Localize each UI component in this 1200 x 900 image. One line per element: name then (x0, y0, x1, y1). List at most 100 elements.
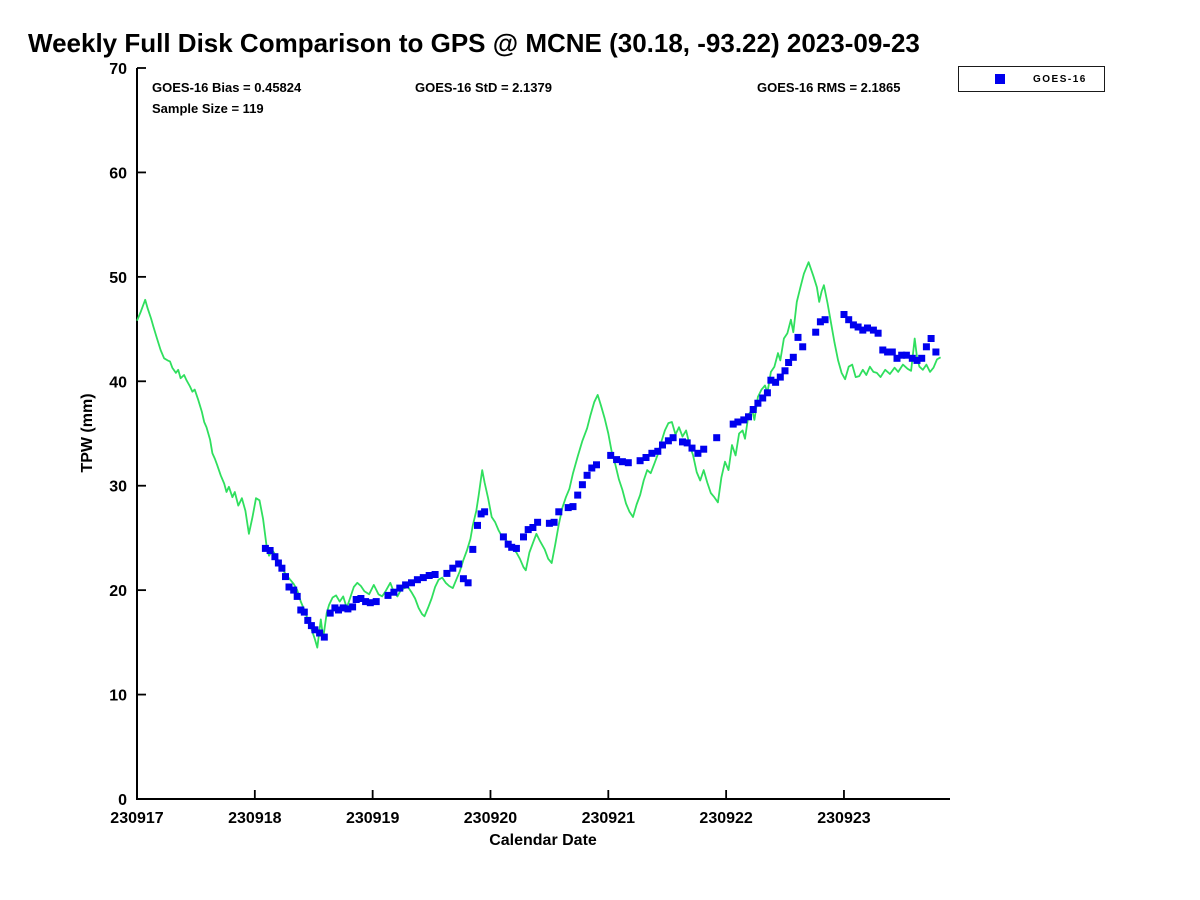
y-tick-label: 20 (109, 583, 127, 600)
goes16-data-point (352, 596, 360, 603)
goes16-data-point (349, 603, 357, 611)
goes16-data-point (413, 576, 421, 584)
goes16-data-point (425, 572, 433, 579)
goes16-data-point (636, 457, 644, 465)
goes16-data-point (419, 574, 427, 582)
goes16-data-point (659, 441, 666, 449)
goes16-data-point (776, 373, 784, 381)
goes16-data-point (344, 605, 352, 613)
goes16-data-point (648, 449, 656, 457)
goes16-data-point (316, 629, 324, 637)
goes16-data-point (464, 579, 472, 587)
x-tick-label: 230919 (346, 810, 399, 827)
goes16-data-point (688, 444, 696, 452)
goes16-data-point (700, 445, 708, 453)
goes16-data-point (740, 416, 748, 424)
goes16-data-point (613, 456, 621, 464)
goes16-data-point (520, 533, 527, 541)
goes16-data-point (654, 447, 662, 455)
chart-title: Weekly Full Disk Comparison to GPS @ MCN… (28, 28, 920, 58)
y-tick-label: 30 (109, 479, 127, 496)
goes16-data-point (879, 346, 887, 354)
goes16-data-point (474, 521, 481, 529)
x-tick-label: 230920 (464, 810, 517, 827)
goes16-data-point (794, 333, 802, 341)
goes16-data-point (449, 564, 457, 572)
goes16-data-point (789, 353, 797, 361)
goes16-data-point (408, 579, 415, 587)
goes16-data-point (481, 508, 489, 516)
goes16-points (261, 311, 940, 641)
goes16-data-point (396, 584, 404, 592)
goes16-data-point (293, 592, 301, 600)
goes16-data-point (402, 581, 410, 589)
goes16-data-point (679, 438, 686, 446)
goes16-data-point (534, 518, 542, 526)
goes16-data-point (754, 399, 762, 407)
goes16-data-point (499, 533, 507, 541)
goes16-data-point (781, 367, 789, 375)
goes16-data-point (550, 518, 558, 526)
goes16-data-point (261, 544, 269, 552)
goes16-data-point (799, 343, 807, 351)
goes16-data-point (529, 524, 537, 531)
goes16-data-point (304, 616, 312, 624)
goes16-data-point (816, 318, 824, 326)
goes16-data-point (898, 351, 906, 359)
y-axis-label: TPW (mm) (79, 393, 96, 473)
goes16-data-point (362, 598, 370, 606)
goes16-data-point (320, 633, 328, 641)
goes16-data-point (469, 545, 477, 553)
goes16-data-point (845, 316, 853, 324)
goes16-data-point (729, 420, 737, 428)
goes16-data-point (455, 560, 463, 568)
x-tick-label: 230922 (699, 810, 752, 827)
goes16-data-point (443, 569, 451, 577)
y-tick-label: 40 (109, 374, 127, 391)
goes16-data-point (274, 559, 282, 567)
goes16-data-point (893, 354, 901, 362)
y-tick-label: 60 (109, 165, 127, 182)
goes16-data-point (390, 588, 398, 596)
goes16-data-point (734, 418, 742, 426)
goes16-data-point (512, 544, 520, 552)
stat-sample-size-text: Sample Size = 119 (152, 101, 264, 116)
goes16-data-point (642, 454, 650, 461)
goes16-data-point (282, 573, 289, 581)
x-tick-label: 230918 (228, 810, 281, 827)
x-tick-label: 230923 (817, 810, 870, 827)
goes16-data-point (431, 571, 439, 578)
x-ticks: 230917 230918 230919 230920 230921 230922 2309… (110, 790, 871, 827)
legend-box: GOES-16 (958, 66, 1105, 92)
goes16-data-point (618, 458, 626, 466)
y-tick-label: 0 (118, 792, 127, 809)
goes16-data-point (569, 503, 577, 511)
goes16-data-point (593, 461, 600, 469)
goes16-data-point (767, 376, 775, 384)
legend-label-goes16: GOES-16 (1033, 73, 1087, 85)
goes16-data-point (683, 439, 691, 447)
goes16-data-point (918, 354, 926, 362)
goes16-data-point (874, 329, 882, 337)
goes16-data-point (588, 464, 596, 472)
goes16-data-point (357, 595, 365, 602)
goes16-data-point (869, 326, 877, 334)
x-axis-label: Calendar Date (489, 832, 597, 849)
goes16-data-point (574, 491, 582, 499)
goes16-data-point (763, 389, 771, 397)
x-tick-label: 230917 (110, 810, 163, 827)
goes16-data-point (759, 394, 767, 402)
axes (136, 68, 950, 800)
goes16-data-point (578, 481, 586, 489)
goes16-data-point (932, 348, 940, 356)
y-tick-label: 50 (109, 270, 127, 287)
y-ticks: 0 10 20 30 40 50 60 70 (109, 61, 146, 809)
goes16-data-point (664, 437, 672, 445)
goes16-data-point (694, 449, 702, 457)
goes16-legend-marker-icon (995, 74, 1005, 84)
y-tick-label: 10 (109, 688, 127, 705)
goes16-data-point (311, 626, 319, 634)
goes16-data-point (624, 459, 632, 467)
